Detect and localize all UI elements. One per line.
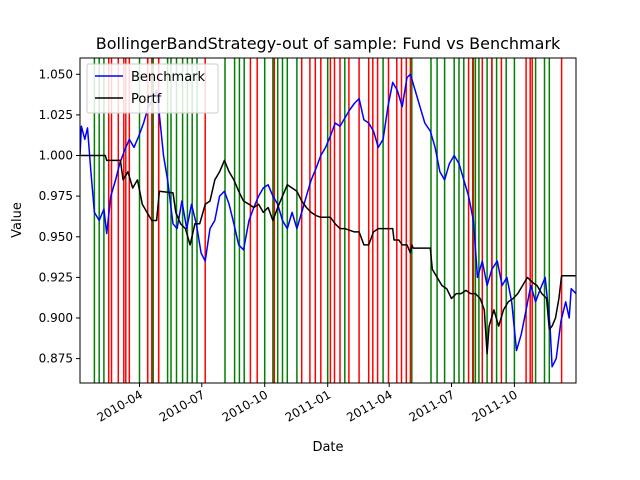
y-tick-label: 1.000 (39, 149, 73, 163)
legend-label-portf: Portf (131, 92, 162, 107)
x-tick-label: 2010-07 (157, 387, 207, 424)
y-axis-label: Value (10, 202, 25, 238)
x-axis-label: Date (312, 440, 343, 455)
x-axis: 2010-04 2010-07 2010-10 2011-01 2011-04 2011-… (95, 383, 520, 425)
y-tick-label: 0.900 (39, 311, 73, 325)
y-axis: 0.875 0.900 0.925 0.950 0.975 1.000 1.025 1.050 (39, 67, 80, 366)
y-tick-label: 1.025 (39, 108, 73, 122)
x-tick-label: 2011-07 (407, 387, 457, 424)
legend-label-benchmark: Benchmark (131, 70, 206, 85)
legend: Benchmark Portf (86, 63, 219, 114)
x-tick-label: 2011-01 (283, 387, 333, 424)
x-tick-label: 2011-10 (469, 387, 519, 424)
chart-title: BollingerBandStrategy-out of sample: Fun… (96, 34, 561, 53)
y-tick-label: 1.050 (39, 67, 73, 81)
y-tick-label: 0.975 (39, 189, 73, 203)
x-tick-label: 2010-10 (220, 387, 270, 424)
series-line-portf (80, 154, 576, 355)
x-tick-label: 2011-04 (344, 387, 394, 424)
y-tick-label: 0.875 (39, 352, 73, 366)
y-tick-label: 0.925 (39, 270, 73, 284)
x-tick-label: 2010-04 (95, 387, 145, 424)
y-tick-label: 0.950 (39, 230, 73, 244)
